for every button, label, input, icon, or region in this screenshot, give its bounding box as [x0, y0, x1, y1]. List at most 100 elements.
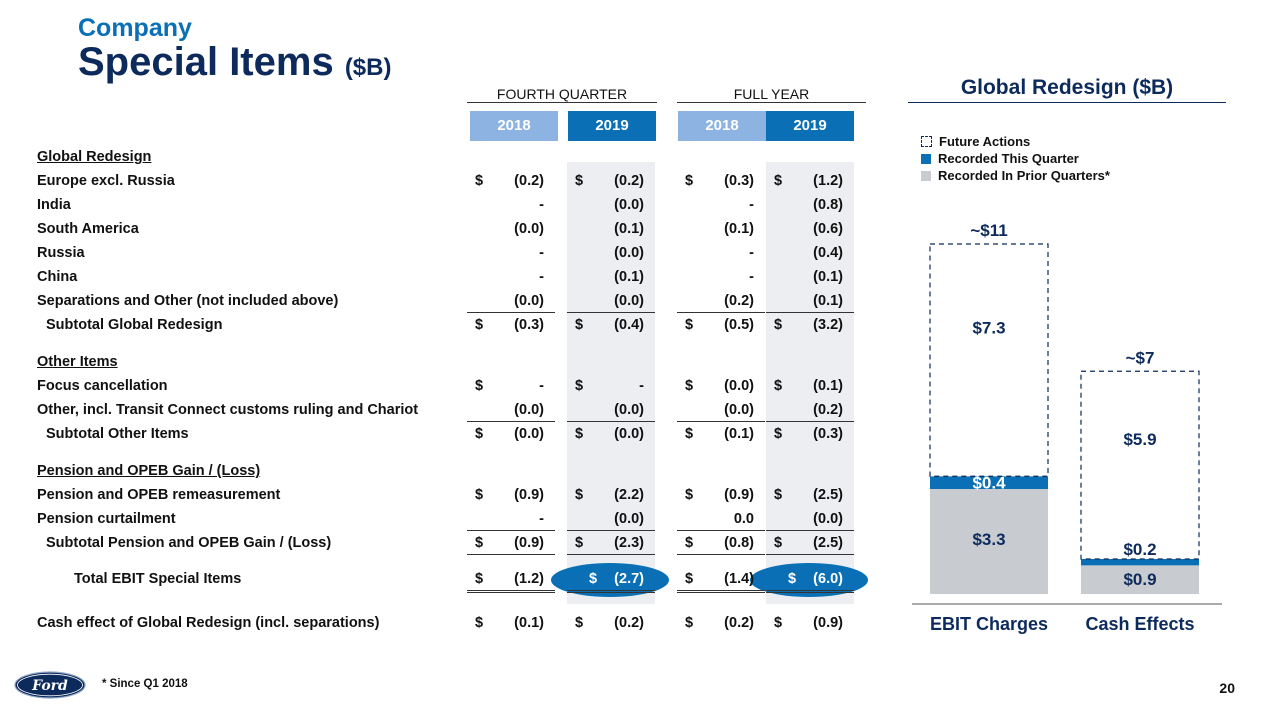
cell-value: (0.5) — [724, 317, 754, 333]
cell-fy-2018: (0.0) — [677, 402, 765, 422]
bar-prior-quarters — [1081, 565, 1199, 594]
table-row: Europe excl. Russia $ (0.2) $ (0.2) $ (0.3) $ (1… — [0, 170, 880, 192]
cell-q4-2019: $ (2.3) — [567, 535, 655, 555]
legend-label: Recorded This Quarter — [938, 151, 1079, 166]
cell-fy-2019: $ (6.0) — [766, 571, 854, 593]
table-row: Total EBIT Special Items $ (1.2) $ (2.7) $ (1.… — [0, 568, 880, 593]
cell-q4-2018: - — [467, 511, 555, 531]
currency-symbol: $ — [788, 571, 797, 587]
table-row: Focus cancellation $ - $ - $ (0.0) $ (0.1) — [0, 375, 880, 397]
bar-prior-quarters — [930, 489, 1048, 594]
cell-value: - — [639, 378, 644, 394]
cell-q4-2018: $ (0.0) — [467, 426, 555, 445]
legend-recorded-this-quarter: Recorded This Quarter — [921, 151, 1079, 166]
cell-value: (0.1) — [614, 269, 644, 285]
cell-q4-2019: $ (0.4) — [567, 317, 655, 336]
year-header-fy-2018: 2018 — [678, 111, 766, 141]
cell-value: (1.4) — [724, 571, 754, 587]
cell-fy-2019: (0.0) — [766, 511, 854, 531]
currency-symbol: $ — [575, 487, 584, 503]
cell-fy-2018: $ (0.1) — [677, 426, 765, 445]
cell-value: (0.8) — [813, 197, 843, 213]
cell-value: (0.3) — [813, 426, 843, 442]
cell-value: (0.0) — [514, 221, 544, 237]
row-label: Separations and Other (not included abov… — [37, 293, 339, 309]
row-label: China — [37, 269, 78, 285]
row-label: Subtotal Other Items — [46, 426, 189, 442]
table-row: Cash effect of Global Redesign (incl. se… — [0, 612, 880, 634]
cell-q4-2018: $ (0.2) — [467, 173, 555, 192]
bar-label-prior: $3.3 — [972, 530, 1005, 549]
cell-value: (0.9) — [813, 615, 843, 631]
cell-q4-2019: $ (2.7) — [567, 571, 655, 593]
table-row: Subtotal Pension and OPEB Gain / (Loss) $… — [0, 532, 880, 555]
cell-fy-2018: (0.1) — [677, 221, 765, 240]
page-title-text: Special Items — [78, 40, 334, 84]
legend-label: Recorded In Prior Quarters* — [938, 168, 1110, 183]
bar-label-prior: $0.9 — [1123, 570, 1156, 589]
row-label: Cash effect of Global Redesign (incl. se… — [37, 615, 380, 631]
cell-q4-2019: $ (0.2) — [567, 615, 655, 634]
cell-fy-2019: (0.1) — [766, 293, 854, 313]
table-row: Pension and OPEB Gain / (Loss) — [0, 460, 880, 482]
currency-symbol: $ — [685, 535, 694, 551]
table-row: India - (0.0) - (0.8) — [0, 194, 880, 216]
bar-this-quarter — [930, 476, 1048, 489]
cell-q4-2018: - — [467, 245, 555, 264]
cell-value: (3.2) — [813, 317, 843, 333]
cell-fy-2019: (0.2) — [766, 402, 854, 422]
cell-value: (0.4) — [614, 317, 644, 333]
cell-value: (6.0) — [813, 571, 843, 587]
legend-label: Future Actions — [939, 134, 1031, 149]
cell-value: (0.1) — [614, 221, 644, 237]
row-label: South America — [37, 221, 139, 237]
cell-fy-2018: 0.0 — [677, 511, 765, 531]
bar-label-this-quarter: $0.4 — [972, 474, 1006, 493]
cell-value: (0.0) — [614, 245, 644, 261]
currency-symbol: $ — [774, 317, 783, 333]
cell-q4-2018: $ (0.3) — [467, 317, 555, 336]
cell-q4-2019: $ (2.2) — [567, 487, 655, 506]
cell-q4-2019: (0.0) — [567, 511, 655, 531]
cell-fy-2018: $ (0.2) — [677, 615, 765, 634]
bar-future-actions — [929, 243, 1049, 477]
cell-q4-2018: (0.0) — [467, 293, 555, 313]
cell-fy-2019: $ (0.3) — [766, 426, 854, 445]
cell-fy-2018: $ (0.8) — [677, 535, 765, 555]
cell-value: (0.1) — [813, 269, 843, 285]
cell-value: (0.0) — [614, 402, 644, 418]
currency-symbol: $ — [774, 378, 783, 394]
cell-value: (0.2) — [614, 173, 644, 189]
cell-value: (0.0) — [724, 378, 754, 394]
cell-value: (0.3) — [724, 173, 754, 189]
cell-q4-2018: $ - — [467, 378, 555, 397]
cell-q4-2019: (0.0) — [567, 293, 655, 313]
table-row: Russia - (0.0) - (0.4) — [0, 242, 880, 264]
cell-value: (0.0) — [614, 426, 644, 442]
currency-symbol: $ — [774, 426, 783, 442]
legend-swatch-blue-icon — [921, 154, 931, 164]
row-label: Pension and OPEB Gain / (Loss) — [37, 463, 261, 479]
cell-value: (1.2) — [813, 173, 843, 189]
currency-symbol: $ — [685, 571, 694, 587]
cell-q4-2018: $ (0.9) — [467, 535, 555, 555]
cell-value: (0.2) — [724, 293, 754, 309]
cell-value: (0.0) — [614, 511, 644, 527]
currency-symbol: $ — [685, 426, 694, 442]
cell-fy-2019: $ (0.1) — [766, 378, 854, 397]
cell-q4-2018: $ (0.9) — [467, 487, 555, 506]
currency-symbol: $ — [575, 378, 584, 394]
cell-fy-2018: (0.2) — [677, 293, 765, 313]
bar-label-future: $5.9 — [1123, 430, 1156, 449]
table-row: Subtotal Other Items $ (0.0) $ (0.0) $ (0.1) $ (… — [0, 423, 880, 445]
legend-recorded-prior-quarters: Recorded In Prior Quarters* — [921, 168, 1110, 183]
currency-symbol: $ — [685, 378, 694, 394]
row-label: Other Items — [37, 354, 118, 370]
currency-symbol: $ — [685, 173, 694, 189]
row-label: Pension curtailment — [37, 511, 176, 527]
currency-symbol: $ — [575, 615, 584, 631]
row-label: Subtotal Global Redesign — [46, 317, 223, 333]
cell-q4-2019: $ (0.0) — [567, 426, 655, 445]
cell-q4-2019: (0.1) — [567, 269, 655, 288]
table-row: Other, incl. Transit Connect customs rul… — [0, 399, 880, 422]
